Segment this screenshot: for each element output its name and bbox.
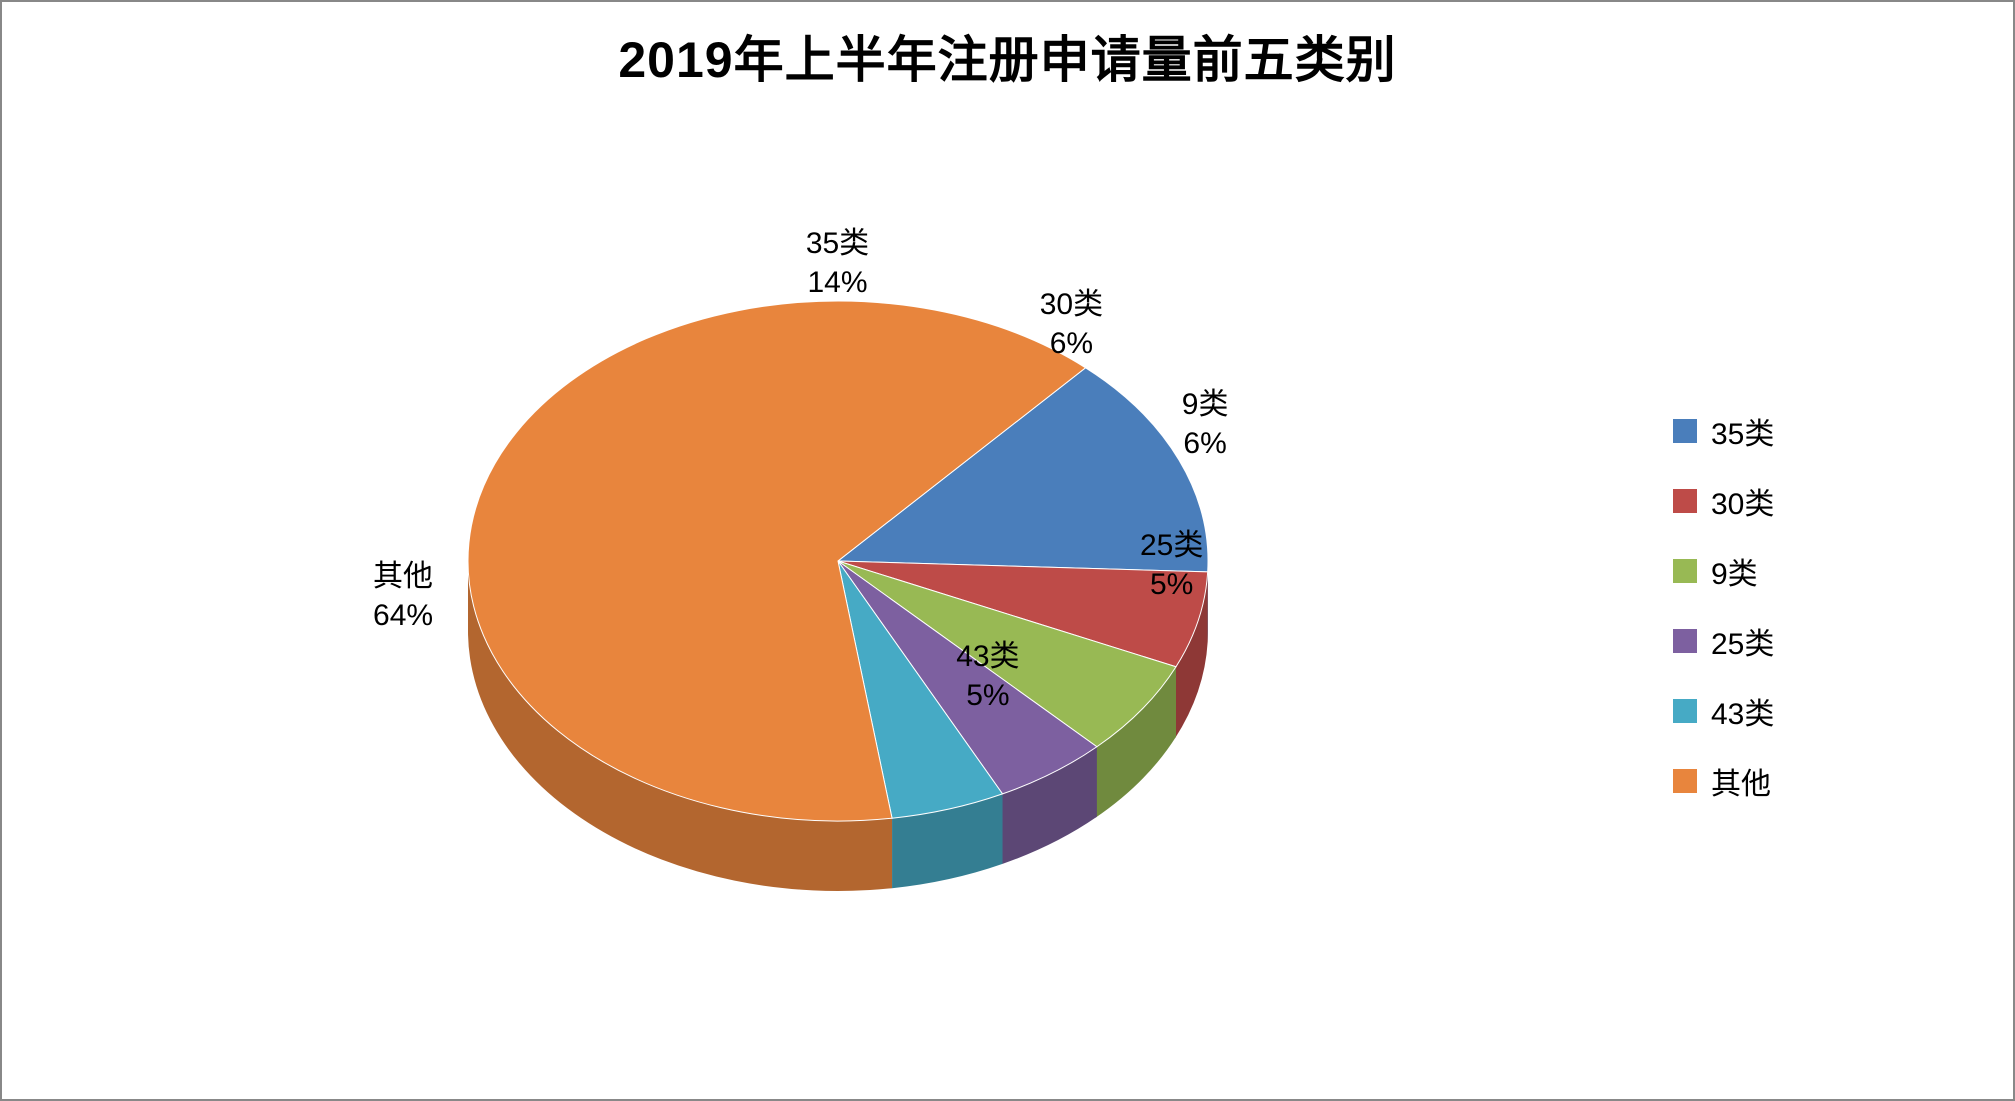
legend-swatch	[1673, 629, 1697, 653]
legend-swatch	[1673, 489, 1697, 513]
legend-swatch	[1673, 559, 1697, 583]
chart-title: 2019年上半年注册申请量前五类别	[2, 20, 2013, 92]
chart-body: 35类14%30类6%9类6%25类5%43类5%其他64% 35类30类9类2…	[2, 92, 2013, 1099]
legend-item: 30类	[1673, 479, 1973, 523]
slice-label: 43类5%	[956, 637, 1019, 715]
pie-area: 35类14%30类6%9类6%25类5%43类5%其他64%	[2, 92, 1673, 1099]
legend-item: 25类	[1673, 619, 1973, 663]
slice-label-percent: 14%	[806, 263, 869, 302]
legend-label: 其他	[1711, 759, 1771, 803]
slice-label-name: 25类	[1140, 526, 1203, 565]
legend: 35类 30类 9类 25类 43类其他	[1673, 389, 2013, 803]
legend-item: 9类	[1673, 549, 1973, 593]
slice-label-percent: 6%	[1040, 324, 1103, 363]
slice-label-percent: 6%	[1182, 424, 1229, 463]
slice-label: 其他64%	[373, 557, 433, 635]
legend-label: 30类	[1711, 479, 1774, 523]
legend-label: 43类	[1711, 689, 1774, 733]
slice-label-percent: 5%	[1140, 565, 1203, 604]
legend-swatch	[1673, 699, 1697, 723]
legend-swatch	[1673, 769, 1697, 793]
slice-label-percent: 64%	[373, 596, 433, 635]
legend-item: 43类	[1673, 689, 1973, 733]
slice-label-percent: 5%	[956, 676, 1019, 715]
slice-label: 25类5%	[1140, 526, 1203, 604]
slice-label-name: 30类	[1040, 285, 1103, 324]
slice-label: 9类6%	[1182, 385, 1229, 463]
chart-frame: 2019年上半年注册申请量前五类别 35类14%30类6%9类6%25类5%43…	[0, 0, 2015, 1101]
slice-label-name: 9类	[1182, 385, 1229, 424]
pie-chart	[448, 281, 1228, 911]
legend-label: 25类	[1711, 619, 1774, 663]
legend-swatch	[1673, 419, 1697, 443]
slice-label-name: 43类	[956, 637, 1019, 676]
legend-item: 其他	[1673, 759, 1973, 803]
legend-label: 9类	[1711, 549, 1758, 593]
legend-item: 35类	[1673, 409, 1973, 453]
legend-label: 35类	[1711, 409, 1774, 453]
slice-label-name: 其他	[373, 557, 433, 596]
slice-label-name: 35类	[806, 224, 869, 263]
slice-label: 30类6%	[1040, 285, 1103, 363]
slice-label: 35类14%	[806, 224, 869, 302]
